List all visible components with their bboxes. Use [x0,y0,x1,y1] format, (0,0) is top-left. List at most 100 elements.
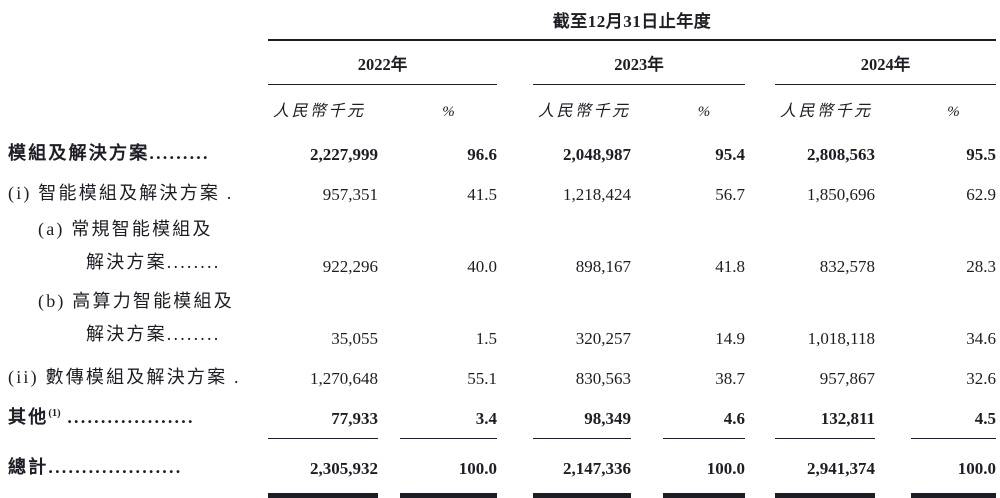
pct-header-2023: % [697,104,711,120]
column-gap [745,438,775,482]
value-cell-2022: 35,055 [331,329,378,348]
value-cell-2024: 2,941,374 [807,459,875,478]
value-cell-2023: 830,563 [575,369,631,388]
column-gap [745,392,775,438]
column-gap [875,208,911,280]
double-rule [663,493,745,498]
pct-cell-2022: 100.0 [458,459,497,478]
pct-cell-2022: 40.0 [467,257,497,276]
total-rule-cell [775,482,875,498]
year-header-2024: 2024年 [775,40,997,85]
unit-header-2024: 人民幣千元 [780,103,873,120]
pct-cell-2023: 56.7 [715,185,745,204]
value-cell-2022: 77,933 [268,392,378,439]
column-gap [745,482,775,498]
empty-cell [0,84,268,124]
unit-header-2023: 人民幣千元 [538,103,631,120]
column-gap [745,124,775,168]
pct-cell-2024: 28.3 [966,257,997,276]
column-gap [745,168,775,208]
value-cell-2024: 957,867 [819,369,875,388]
pct-cell-2024: 100.0 [957,459,997,478]
value-cell-2023: 2,147,336 [563,459,631,478]
column-gap [745,208,775,280]
pct-cell-2024: 32.6 [966,369,997,388]
double-rule [911,493,997,498]
row-label: 模組及解決方案......... [8,143,210,163]
row-label-line2: 解決方案........ [86,324,221,344]
row-label: (ii) 數傳模組及解決方案 . [8,367,241,387]
double-rule [268,493,378,498]
row-label: 總計.................... [8,457,183,477]
column-gap [497,124,533,168]
column-gap [631,438,663,482]
column-gap [875,124,911,168]
column-gap [875,392,911,438]
period-title: 截至12月31日止年度 [268,2,997,41]
column-header-row: 人民幣千元 % 人民幣千元 % 人民幣千元 % [0,84,996,124]
column-gap [378,438,400,482]
pct-cell-2022: 41.5 [467,185,497,204]
empty-cell [0,2,268,40]
pct-cell-2024: 34.6 [966,329,997,348]
row-label: 其他(1) ................... [0,392,268,438]
pct-cell-2022: 3.4 [400,392,497,439]
column-gap [497,482,533,498]
value-cell-2024: 1,850,696 [807,185,875,204]
pct-cell-2023: 14.9 [715,329,745,348]
column-gap [378,352,400,392]
value-cell-2023: 898,167 [575,257,631,276]
dot-leader: ................... [60,407,195,427]
year-header-row: 2022年 2023年 2024年 [0,40,997,85]
column-gap [875,438,911,482]
column-gap [497,352,533,392]
pct-cell-2023: 95.4 [715,145,745,164]
value-cell-2024: 832,578 [819,257,875,276]
pct-cell-2024: 62.9 [966,185,997,204]
value-cell-2022: 922,296 [322,257,378,276]
row-label: (a) 常規智能模組及 解決方案........ [0,208,268,280]
value-cell-2022: 2,305,932 [310,459,378,478]
footnote-marker: (1) [48,408,61,419]
empty-cell [0,40,268,84]
row-label-line2: 解決方案........ [86,252,221,272]
column-gap [745,84,775,124]
total-rule-cell [268,482,378,498]
pct-cell-2024: 95.5 [966,145,997,164]
column-gap [631,280,663,352]
value-cell-2023: 98,349 [533,392,631,439]
column-gap [497,168,533,208]
value-cell-2023: 2,048,987 [563,145,631,164]
value-cell-2023: 1,218,424 [563,185,631,204]
pct-cell-2023: 100.0 [706,459,745,478]
column-gap [497,84,533,124]
column-gap [378,392,400,438]
row-label-text: 其他 [8,407,49,427]
column-gap [497,40,533,84]
total-rule-cell [663,482,745,498]
column-gap [631,352,663,392]
column-gap [497,208,533,280]
total-rule-cell [911,482,997,498]
column-gap [631,392,663,438]
total-rule-row [0,482,997,498]
pct-cell-2023: 41.8 [715,257,745,276]
table-row-regular-smart-modules: (a) 常規智能模組及 解決方案........ 922,296 40.0 89… [0,208,996,280]
pct-header-2022: % [442,104,455,120]
total-rule-cell [533,482,631,498]
row-label: (i) 智能模組及解決方案 . [8,183,234,203]
double-rule [533,493,631,498]
table-row-total: 總計.................... 2,305,932 100.0 2… [0,438,996,482]
column-gap [745,280,775,352]
empty-cell [0,482,268,498]
column-gap [631,208,663,280]
double-rule [400,493,497,498]
period-title-row: 截至12月31日止年度 [0,2,997,41]
pct-cell-2024: 4.5 [911,392,997,439]
value-cell-2022: 957,351 [322,185,378,204]
double-rule [775,493,875,498]
table-row-smart-modules: (i) 智能模組及解決方案 . 957,351 41.5 1,218,424 5… [0,168,996,208]
column-gap [631,124,663,168]
table-row-modules-solutions: 模組及解決方案......... 2,227,999 96.6 2,048,98… [0,124,996,168]
